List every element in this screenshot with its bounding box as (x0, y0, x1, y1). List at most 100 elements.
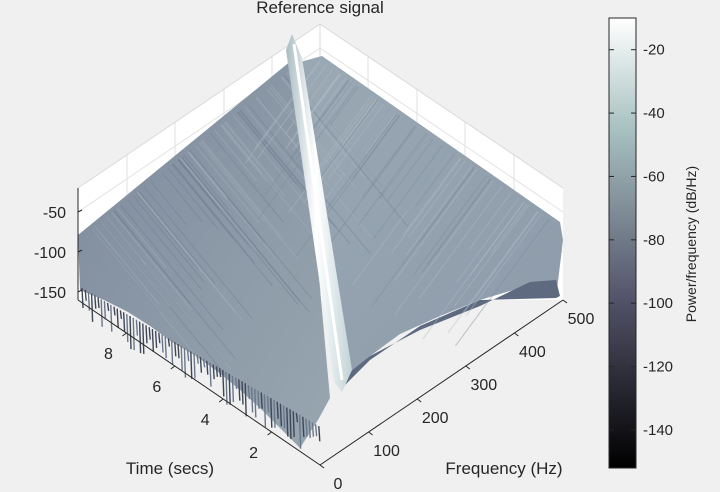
surface-streak (200, 140, 299, 260)
time-ticks: 2 4 6 8 (104, 332, 272, 462)
colorbar-tick-label: -80 (643, 232, 665, 249)
time-tick-label: 8 (104, 346, 113, 363)
noise-spike (273, 399, 276, 428)
surface-streak (373, 144, 443, 239)
noise-spike (154, 330, 158, 348)
noise-spike (266, 396, 270, 413)
surface-streak (167, 167, 220, 231)
surface-streak (132, 195, 205, 284)
noise-spike (84, 289, 87, 301)
surface-streak (113, 210, 236, 359)
noise-spike (119, 310, 123, 319)
time-axis-label: Time (secs) (126, 459, 214, 478)
surface-streak (113, 210, 192, 305)
frequency-tick (514, 332, 519, 337)
surface-streak (463, 211, 539, 313)
noise-spike (209, 362, 212, 387)
time-tick-label: 4 (201, 412, 210, 429)
noise-spike (193, 353, 196, 379)
noise-spike (97, 297, 100, 309)
surface-streak (105, 216, 231, 369)
surface-streak (116, 207, 167, 269)
noise-spike (199, 357, 203, 373)
surface-streak (325, 113, 398, 211)
noise-spike (138, 321, 142, 354)
noise-spike (286, 407, 289, 437)
noise-spike (305, 418, 308, 437)
time-tick (267, 431, 272, 436)
surface-streak (318, 99, 379, 181)
noise-spike (113, 306, 116, 316)
surface-streak (468, 192, 512, 250)
surface-streak (223, 122, 286, 197)
surface-streak (172, 163, 256, 264)
noise-spike (142, 323, 145, 355)
colorbar-tick-label: -60 (643, 168, 665, 185)
surface-streak (402, 157, 461, 237)
surface-streak (362, 125, 416, 197)
surface-streak (421, 178, 492, 273)
surface-streak (105, 217, 226, 364)
surface-streak (171, 163, 234, 239)
frequency-axis-line (319, 299, 564, 466)
surface-streak (138, 190, 216, 285)
noise-spike (129, 315, 132, 350)
noise-spike (158, 332, 161, 344)
noise-spike (81, 287, 84, 309)
chirp-ridge-highlight (292, 43, 344, 381)
surface-left-half (78, 48, 330, 448)
surface-streak (352, 150, 452, 285)
frequency-tick-label: 400 (519, 344, 546, 361)
surface-streak (284, 68, 334, 135)
power-tick (77, 289, 83, 293)
noise-spike (314, 424, 318, 437)
frequency-ticks: 0 100 200 300 400 500 (319, 299, 594, 492)
surface-streak (427, 178, 491, 265)
surface-streak (256, 64, 328, 160)
noise-spike (263, 394, 267, 428)
surface-streak (465, 213, 542, 316)
frequency-tick-label: 100 (373, 443, 400, 460)
surface-streak (416, 153, 456, 206)
power-tick (77, 209, 83, 213)
surface-streak (99, 221, 170, 307)
noise-spike (151, 329, 155, 352)
power-ticks: -50 -100 -150 (34, 205, 83, 302)
noise-spike (145, 325, 148, 344)
surface-streak (177, 159, 249, 246)
noise-spike (222, 370, 225, 397)
surface-streak (91, 228, 160, 313)
surface-streak (178, 158, 299, 306)
surface-streak (469, 201, 525, 277)
surface-streak (490, 203, 528, 254)
frequency-tick (368, 431, 373, 436)
surface-streak (365, 112, 397, 155)
frequency-tick-label: 300 (470, 377, 497, 394)
surface-streak (183, 154, 230, 211)
noise-spike (289, 409, 292, 440)
frequency-tick (465, 365, 471, 370)
noise-spike (308, 420, 311, 438)
surface-streak (177, 159, 219, 209)
surface-streak (312, 95, 372, 175)
surface-streak (422, 201, 525, 340)
spectrogram-surface (78, 34, 563, 449)
noise-spike (260, 392, 263, 409)
surface-streak (288, 96, 374, 213)
surface-streak (127, 199, 203, 291)
surface-streak (111, 212, 193, 311)
surface-streak (318, 126, 417, 259)
colorbar-tick-label: -120 (643, 359, 673, 376)
surface-streak (418, 186, 503, 299)
time-tick (122, 332, 127, 337)
surface-streak (418, 167, 475, 244)
noise-spike (295, 412, 299, 423)
surface-streak (393, 168, 478, 282)
frequency-tick-label: 200 (422, 410, 449, 427)
surface-streak (405, 150, 452, 212)
surface-streak (456, 197, 520, 283)
noise-spike (116, 308, 119, 329)
noise-spike (250, 386, 254, 413)
surface-streak (357, 133, 427, 226)
